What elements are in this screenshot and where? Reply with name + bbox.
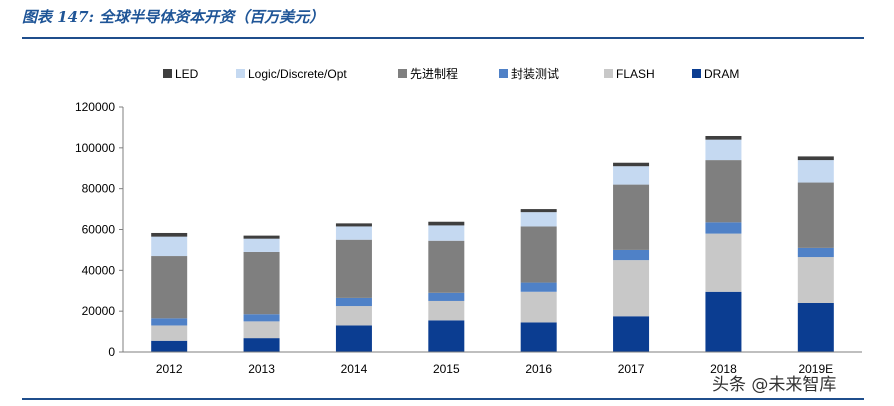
x-tick-label: 2012 bbox=[156, 362, 183, 376]
bar-2018-dram bbox=[705, 291, 742, 352]
bar-2015-led bbox=[428, 221, 465, 226]
bar-2017-dram bbox=[613, 316, 650, 352]
bar-2014-flash bbox=[335, 306, 372, 326]
bar-2014-logic-discrete-opt bbox=[335, 226, 372, 240]
bar-2013-flash bbox=[243, 321, 280, 339]
bar-2012-dram bbox=[151, 340, 188, 352]
y-tick-label: 80000 bbox=[82, 182, 116, 196]
bar-2015-logic-discrete-opt bbox=[428, 225, 465, 241]
legend-label: 先进制程 bbox=[410, 66, 458, 81]
x-tick-label: 2014 bbox=[341, 362, 368, 376]
legend-label: LED bbox=[175, 67, 199, 81]
chart-title: 图表 147: 全球半导体资本开资（百万美元） bbox=[22, 8, 325, 26]
bars bbox=[151, 135, 834, 352]
bar-2017-led bbox=[613, 162, 650, 167]
y-tick-label: 40000 bbox=[82, 263, 116, 277]
bar-2013-先进制程 bbox=[243, 251, 280, 315]
bar-2016-flash bbox=[520, 291, 557, 323]
bar-2012-先进制程 bbox=[151, 256, 188, 319]
bar-2016-先进制程 bbox=[520, 226, 557, 283]
x-tick-label: 2015 bbox=[433, 362, 460, 376]
watermark: 头条 @未来智库 bbox=[712, 375, 837, 395]
y-tick-label: 0 bbox=[108, 345, 115, 359]
bar-2017-先进制程 bbox=[613, 184, 650, 250]
bar-2019E-先进制程 bbox=[797, 182, 834, 248]
legend-swatch-led bbox=[163, 69, 172, 78]
bar-2013-logic-discrete-opt bbox=[243, 238, 280, 252]
x-axis: 2012 2013 2014 2015 2016 2017 2018 2019E bbox=[123, 351, 862, 376]
bar-2013-led bbox=[243, 235, 280, 239]
bar-2015-先进制程 bbox=[428, 240, 465, 293]
y-tick-label: 120000 bbox=[75, 100, 115, 114]
legend-swatch-封装测试 bbox=[499, 69, 508, 78]
bar-2014-dram bbox=[335, 325, 372, 352]
x-tick-label: 2018 bbox=[710, 362, 737, 376]
bar-2012-logic-discrete-opt bbox=[151, 236, 188, 257]
legend-swatch-dram bbox=[692, 69, 701, 78]
y-tick-label: 20000 bbox=[82, 304, 116, 318]
legend-swatch-logic-discrete-opt bbox=[236, 69, 245, 78]
y-tick-label: 100000 bbox=[75, 141, 115, 155]
bar-2019E-flash bbox=[797, 257, 834, 303]
legend-swatch-先进制程 bbox=[398, 69, 407, 78]
y-tick-label: 60000 bbox=[82, 223, 116, 237]
bar-2014-先进制程 bbox=[335, 239, 372, 298]
bar-2012-封装测试 bbox=[151, 318, 188, 326]
bar-2018-flash bbox=[705, 233, 742, 292]
bar-2018-logic-discrete-opt bbox=[705, 139, 742, 161]
x-tick-label: 2019E bbox=[798, 362, 833, 376]
bar-2015-dram bbox=[428, 320, 465, 352]
bar-2012-flash bbox=[151, 325, 188, 341]
legend-label: FLASH bbox=[616, 67, 655, 81]
x-tick-label: 2016 bbox=[525, 362, 552, 376]
y-axis: 0 20000 40000 60000 80000 100000 120000 bbox=[75, 100, 124, 359]
bottom-divider bbox=[22, 398, 864, 400]
bar-2017-flash bbox=[613, 260, 650, 317]
legend-label: DRAM bbox=[704, 67, 739, 81]
legend-label: Logic/Discrete/Opt bbox=[248, 67, 347, 81]
bar-2017-logic-discrete-opt bbox=[613, 166, 650, 185]
legend-swatch-flash bbox=[604, 69, 613, 78]
x-tick-label: 2017 bbox=[618, 362, 645, 376]
bar-2015-封装测试 bbox=[428, 292, 465, 301]
bar-2019E-dram bbox=[797, 303, 834, 352]
bar-2018-封装测试 bbox=[705, 222, 742, 234]
bar-2013-封装测试 bbox=[243, 314, 280, 322]
bar-2018-led bbox=[705, 135, 742, 140]
bar-2012-led bbox=[151, 232, 188, 237]
bar-2017-封装测试 bbox=[613, 249, 650, 261]
bar-2014-封装测试 bbox=[335, 297, 372, 307]
bar-2019E-led bbox=[797, 156, 834, 161]
bar-2015-flash bbox=[428, 300, 465, 321]
x-tick-label: 2013 bbox=[248, 362, 275, 376]
bar-2014-led bbox=[335, 223, 372, 227]
bar-2016-logic-discrete-opt bbox=[520, 212, 557, 227]
legend: LED Logic/Discrete/Opt 先进制程 封装测试 FLASH DRAM bbox=[163, 66, 739, 81]
bar-2018-先进制程 bbox=[705, 160, 742, 223]
bar-2016-封装测试 bbox=[520, 282, 557, 292]
bar-2013-dram bbox=[243, 338, 280, 352]
top-divider bbox=[22, 37, 864, 39]
legend-label: 封装测试 bbox=[511, 66, 559, 81]
bar-2019E-logic-discrete-opt bbox=[797, 160, 834, 183]
bar-2019E-封装测试 bbox=[797, 247, 834, 258]
bar-2016-led bbox=[520, 209, 557, 213]
bar-2016-dram bbox=[520, 322, 557, 352]
